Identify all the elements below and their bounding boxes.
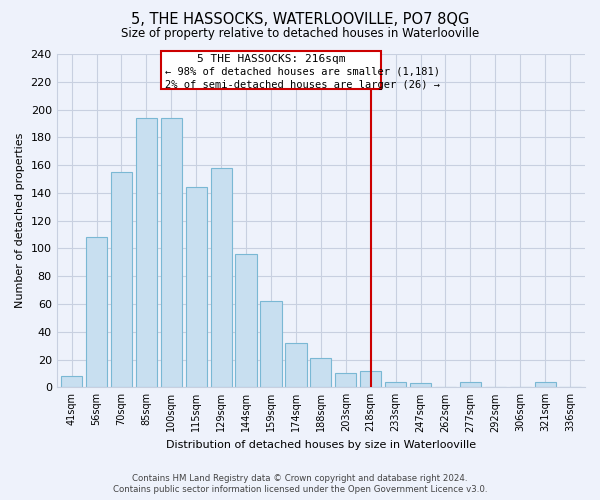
Bar bbox=[460, 382, 481, 388]
Text: 2% of semi-detached houses are larger (26) →: 2% of semi-detached houses are larger (2… bbox=[165, 80, 440, 90]
Text: ← 98% of detached houses are smaller (1,181): ← 98% of detached houses are smaller (1,… bbox=[165, 66, 440, 76]
Bar bbox=[310, 358, 331, 388]
Bar bbox=[286, 343, 307, 388]
Text: 5, THE HASSOCKS, WATERLOOVILLE, PO7 8QG: 5, THE HASSOCKS, WATERLOOVILLE, PO7 8QG bbox=[131, 12, 469, 28]
Bar bbox=[260, 301, 281, 388]
Bar bbox=[360, 370, 381, 388]
Bar bbox=[111, 172, 132, 388]
Text: 5 THE HASSOCKS: 216sqm: 5 THE HASSOCKS: 216sqm bbox=[197, 54, 345, 64]
X-axis label: Distribution of detached houses by size in Waterlooville: Distribution of detached houses by size … bbox=[166, 440, 476, 450]
Bar bbox=[86, 238, 107, 388]
Bar bbox=[61, 376, 82, 388]
Bar bbox=[535, 382, 556, 388]
Text: Contains HM Land Registry data © Crown copyright and database right 2024.
Contai: Contains HM Land Registry data © Crown c… bbox=[113, 474, 487, 494]
Bar bbox=[410, 383, 431, 388]
Bar bbox=[235, 254, 257, 388]
Text: Size of property relative to detached houses in Waterlooville: Size of property relative to detached ho… bbox=[121, 28, 479, 40]
Bar bbox=[185, 188, 207, 388]
Bar bbox=[136, 118, 157, 388]
Bar bbox=[161, 118, 182, 388]
Bar bbox=[211, 168, 232, 388]
Bar bbox=[385, 382, 406, 388]
Bar bbox=[335, 374, 356, 388]
Y-axis label: Number of detached properties: Number of detached properties bbox=[15, 133, 25, 308]
FancyBboxPatch shape bbox=[161, 51, 380, 88]
